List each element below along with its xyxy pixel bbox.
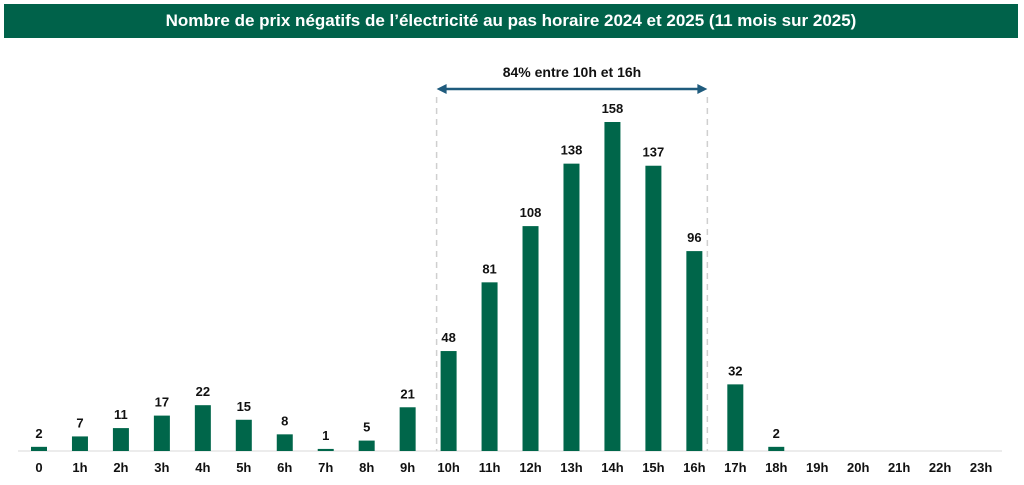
x-tick-label: 21h [888,460,910,475]
arrow-head-right-icon [697,84,708,94]
bar [276,434,293,451]
x-tick-label: 17h [724,460,746,475]
bar [645,165,662,451]
bar [768,446,785,451]
data-label: 7 [76,415,83,430]
chart-title: Nombre de prix négatifs de l’électricité… [4,4,1018,38]
bar [71,436,88,451]
x-tick-label: 3h [154,460,169,475]
bar [563,163,580,451]
data-label: 138 [561,143,583,158]
data-label: 17 [155,395,169,410]
x-tick-label: 10h [437,460,459,475]
data-label: 21 [400,386,414,401]
bar [112,428,129,451]
x-tick-label: 12h [519,460,541,475]
x-tick-label: 4h [195,460,210,475]
bar [317,448,334,451]
x-tick-label: 0 [35,460,42,475]
x-tick-label: 6h [277,460,292,475]
data-label: 15 [237,399,251,414]
x-tick-label: 7h [318,460,333,475]
bar [686,251,703,451]
x-tick-label: 18h [765,460,787,475]
data-label: 137 [643,145,665,160]
x-tick-label: 22h [929,460,951,475]
data-label: 48 [441,330,455,345]
data-label: 1 [322,428,329,443]
bar [481,282,498,451]
data-label: 2 [35,426,42,441]
x-tick-label: 14h [601,460,623,475]
bar [727,384,744,451]
x-tick-label: 9h [400,460,415,475]
bar [235,419,252,451]
data-label: 96 [687,230,701,245]
data-label: 8 [281,413,288,428]
x-tick-label: 8h [359,460,374,475]
x-tick-label: 19h [806,460,828,475]
data-label: 22 [196,384,210,399]
data-label: 2 [773,426,780,441]
x-tick-label: 11h [479,460,501,475]
data-label: 158 [602,101,624,116]
range-annotation: 84% entre 10h et 16h [503,64,642,80]
data-label: 11 [114,407,128,422]
data-label: 32 [728,363,742,378]
bar [522,226,539,451]
x-tick-label: 1h [72,460,87,475]
bar [194,405,211,451]
x-tick-label: 16h [683,460,705,475]
arrow-head-left-icon [436,84,447,94]
bar [153,415,170,451]
data-label: 108 [520,205,542,220]
x-tick-label: 5h [236,460,251,475]
bar [399,407,416,451]
data-label: 5 [363,420,370,435]
x-tick-label: 2h [113,460,128,475]
x-tick-label: 23h [970,460,992,475]
x-tick-label: 20h [847,460,869,475]
bar [31,446,47,451]
bar [358,440,375,451]
bar [440,351,457,451]
x-tick-label: 13h [560,460,582,475]
bar [604,122,621,451]
data-label: 81 [482,261,496,276]
x-tick-label: 15h [642,460,664,475]
